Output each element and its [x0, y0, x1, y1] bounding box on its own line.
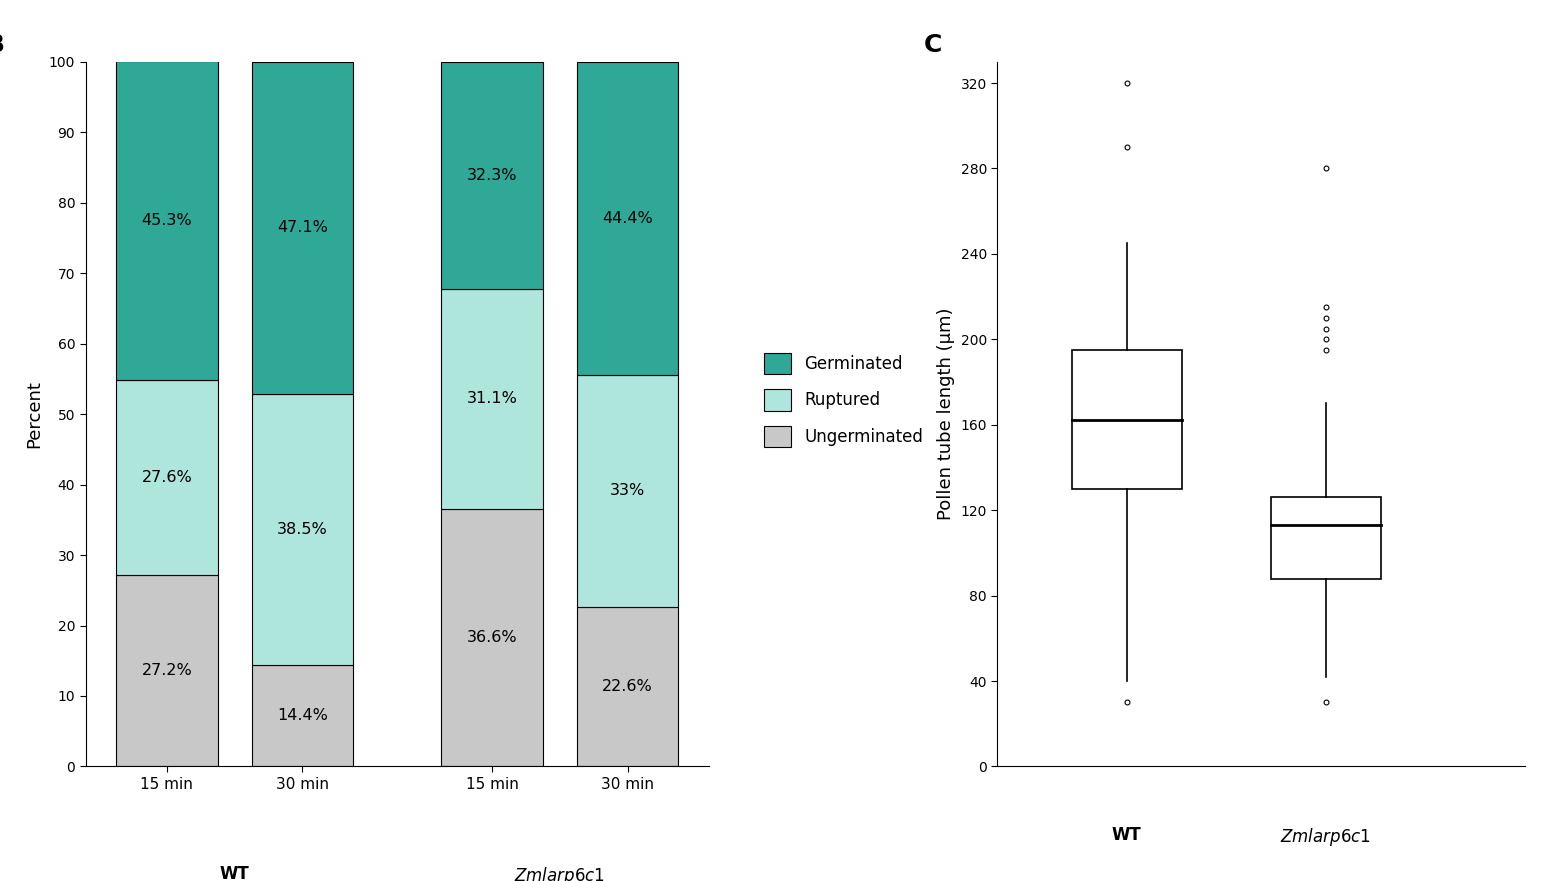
Text: 22.6%: 22.6%: [602, 679, 654, 694]
Bar: [117, 61, 218, 381]
Bar: [252, 62, 353, 394]
Bar: [442, 289, 543, 508]
Text: B: B: [0, 33, 5, 57]
Bar: [577, 62, 678, 374]
Text: C: C: [924, 33, 941, 57]
Bar: [117, 574, 218, 766]
Legend: Germinated, Ruptured, Ungerminated: Germinated, Ruptured, Ungerminated: [764, 353, 923, 447]
Bar: [1271, 498, 1380, 579]
Text: 47.1%: 47.1%: [277, 220, 328, 235]
Text: 45.3%: 45.3%: [142, 213, 193, 228]
Text: 31.1%: 31.1%: [467, 391, 518, 406]
Text: 27.2%: 27.2%: [142, 663, 193, 678]
Bar: [442, 508, 543, 766]
Y-axis label: Percent: Percent: [25, 380, 44, 448]
Text: 33%: 33%: [610, 484, 646, 499]
Y-axis label: Pollen tube length (μm): Pollen tube length (μm): [937, 307, 955, 521]
Text: 14.4%: 14.4%: [277, 708, 328, 723]
Bar: [442, 62, 543, 289]
Bar: [577, 607, 678, 766]
Text: WT: WT: [1113, 826, 1142, 844]
Bar: [577, 374, 678, 607]
Text: 36.6%: 36.6%: [467, 630, 518, 645]
Bar: [252, 665, 353, 766]
Text: 38.5%: 38.5%: [277, 522, 328, 537]
Text: 44.4%: 44.4%: [602, 211, 654, 226]
Text: 27.6%: 27.6%: [142, 470, 193, 485]
Text: $\mathit{Zmlarp6c1}$: $\mathit{Zmlarp6c1}$: [1281, 826, 1371, 848]
Text: 32.3%: 32.3%: [467, 168, 517, 183]
Bar: [117, 381, 218, 574]
Text: WT: WT: [219, 865, 249, 881]
Text: $\mathit{Zmlarp6c1}$: $\mathit{Zmlarp6c1}$: [515, 865, 605, 881]
Bar: [252, 394, 353, 665]
Bar: [1072, 350, 1181, 489]
